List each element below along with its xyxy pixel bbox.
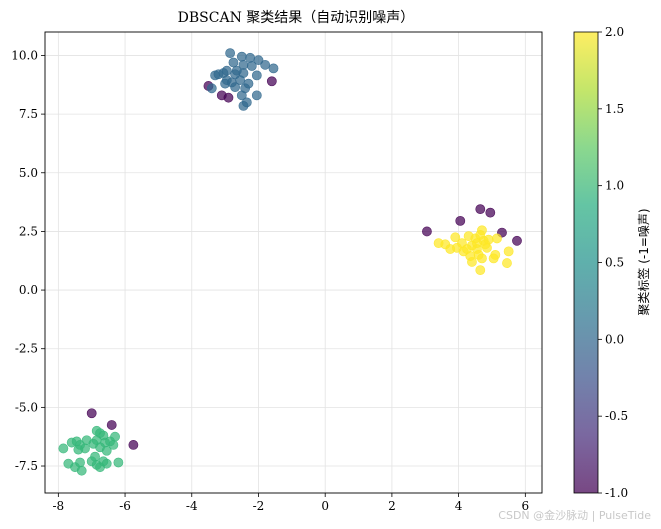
colorbar-tick-label: 2.0 bbox=[605, 25, 624, 39]
cluster-0-point bbox=[268, 63, 279, 74]
cluster-2-point bbox=[492, 233, 502, 244]
colorbar-tick-label: 1.0 bbox=[605, 179, 624, 193]
cluster-1-point bbox=[113, 457, 124, 468]
cluster-2-point bbox=[482, 242, 492, 253]
x-tick-label: -2 bbox=[253, 499, 265, 513]
cluster-0-point bbox=[220, 78, 231, 89]
cluster-0-point bbox=[206, 83, 217, 94]
colorbar-axis: -1.0 -0.5 0.0 0.5 1.0 1.5 2.0 bbox=[598, 25, 628, 500]
colorbar bbox=[574, 32, 598, 493]
cluster-1-point bbox=[101, 445, 112, 456]
chart-title: DBSCAN 聚类结果（自动识别噪声） bbox=[178, 10, 415, 26]
noise-point bbox=[128, 440, 139, 450]
grid-lines bbox=[45, 32, 542, 493]
noise-point bbox=[485, 207, 496, 218]
cluster-1-point bbox=[76, 465, 87, 476]
y-tick-label: 7.5 bbox=[19, 107, 38, 121]
y-axis: -7.5 -5.0 -2.5 0.0 2.5 5.0 7.5 10.0 bbox=[11, 48, 45, 473]
cluster-2-point bbox=[462, 244, 472, 254]
cluster-1-point bbox=[80, 443, 90, 454]
cluster-0-point bbox=[235, 75, 246, 85]
cluster-2-point bbox=[477, 225, 487, 236]
colorbar-tick-label: -0.5 bbox=[605, 409, 628, 423]
cluster-2-point bbox=[490, 249, 501, 260]
cluster-0-point bbox=[238, 101, 249, 111]
noise-point bbox=[512, 235, 522, 246]
data-points bbox=[58, 48, 522, 476]
colorbar-tick-label: -1.0 bbox=[605, 486, 628, 500]
cluster-1-point bbox=[75, 457, 85, 468]
x-tick-label: 6 bbox=[522, 499, 530, 513]
cluster-0-point bbox=[236, 90, 247, 101]
x-tick-label: 0 bbox=[321, 499, 329, 513]
noise-point bbox=[86, 408, 97, 419]
cluster-0-point bbox=[245, 52, 256, 63]
y-tick-label: 10.0 bbox=[11, 48, 38, 62]
cluster-2-point bbox=[477, 253, 487, 264]
cluster-1-point bbox=[90, 451, 100, 462]
cluster-1-point bbox=[91, 425, 102, 436]
y-tick-label: 5.0 bbox=[19, 166, 38, 180]
cluster-1-point bbox=[110, 431, 120, 442]
noise-point bbox=[455, 215, 466, 226]
cluster-0-point bbox=[260, 59, 271, 70]
cluster-2-point bbox=[483, 234, 494, 245]
cluster-0-point bbox=[231, 65, 242, 76]
cluster-0-point bbox=[225, 48, 236, 59]
cluster-2-point bbox=[467, 257, 477, 267]
x-tick-label: 2 bbox=[388, 499, 396, 513]
watermark: CSDN @金沙脉动 | PulseTide bbox=[498, 509, 651, 522]
y-tick-label: -5.0 bbox=[15, 400, 38, 414]
cluster-2-point bbox=[475, 265, 486, 276]
x-tick-label: -6 bbox=[119, 499, 131, 513]
cluster-2-point bbox=[472, 238, 482, 249]
noise-point bbox=[106, 420, 117, 430]
noise-point bbox=[475, 204, 486, 215]
cluster-1-point bbox=[108, 440, 119, 450]
cluster-0-point bbox=[246, 61, 257, 71]
y-tick-label: -7.5 bbox=[15, 459, 38, 473]
cluster-0-point bbox=[210, 70, 221, 81]
x-tick-label: -8 bbox=[52, 499, 64, 513]
cluster-0-point bbox=[228, 57, 239, 68]
cluster-0-point bbox=[230, 82, 241, 93]
colorbar-label: 聚类标签 (-1=噪声) bbox=[636, 208, 651, 315]
noise-point bbox=[223, 92, 234, 103]
cluster-0-point bbox=[251, 90, 262, 101]
cluster-2-point bbox=[503, 246, 514, 257]
colorbar-tick-label: 0.5 bbox=[605, 256, 624, 270]
plot-frame bbox=[44, 31, 543, 494]
cluster-0-point bbox=[236, 51, 247, 62]
cluster-1-point bbox=[101, 458, 112, 469]
y-tick-label: 0.0 bbox=[19, 283, 38, 297]
y-tick-label: -2.5 bbox=[15, 342, 38, 356]
noise-point bbox=[266, 76, 277, 87]
cluster-0-point bbox=[251, 70, 262, 81]
noise-point bbox=[422, 226, 432, 237]
y-tick-label: 2.5 bbox=[19, 224, 38, 238]
cluster-2-point bbox=[502, 258, 512, 268]
cluster-1-point bbox=[58, 443, 69, 454]
x-tick-label: 4 bbox=[455, 499, 463, 513]
cluster-2-point bbox=[450, 232, 461, 243]
cluster-2-point bbox=[452, 242, 462, 253]
colorbar-tick-label: 0.0 bbox=[605, 332, 624, 346]
colorbar-tick-label: 1.5 bbox=[605, 102, 624, 116]
cluster-0-point bbox=[253, 55, 264, 66]
x-tick-label: -4 bbox=[186, 499, 198, 513]
x-axis: -8 -6 -4 -2 0 2 4 6 bbox=[52, 493, 529, 513]
